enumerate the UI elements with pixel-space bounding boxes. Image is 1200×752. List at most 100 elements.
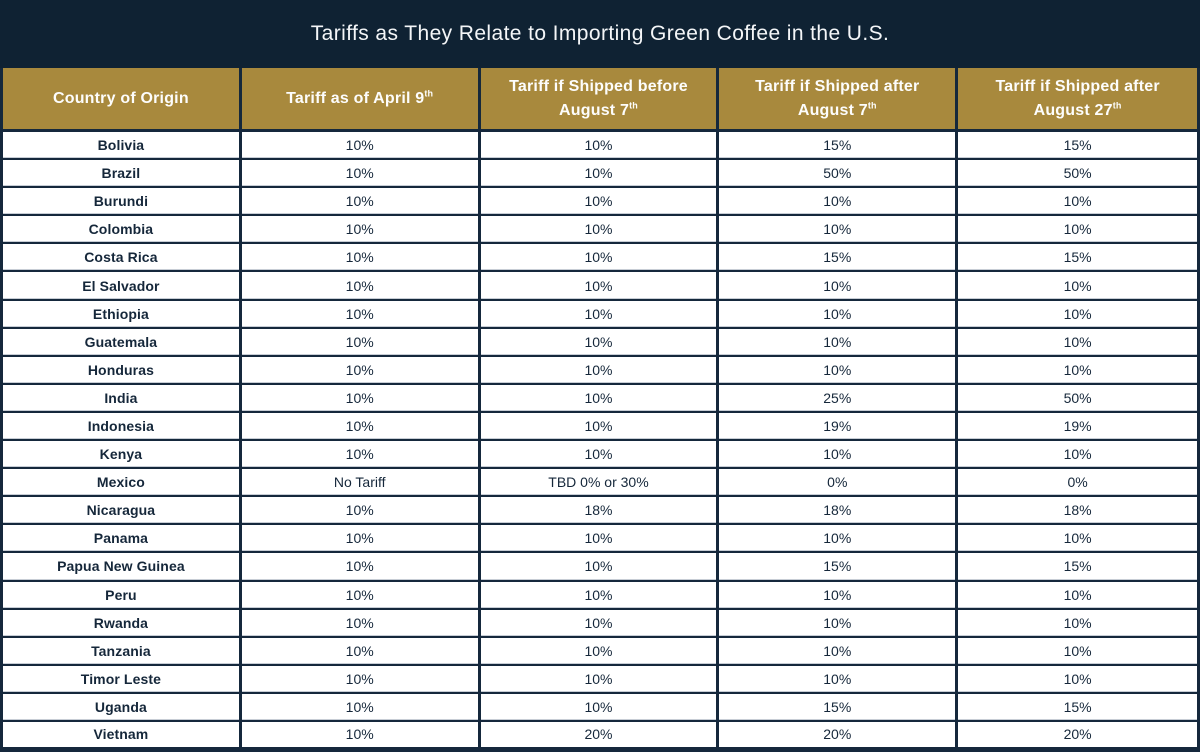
value-cell: 10% (719, 300, 959, 329)
table-row: Rwanda 10% 10% 10% 10% (3, 609, 1197, 638)
value-cell: 19% (719, 412, 959, 442)
country-cell: Timor Leste (3, 665, 242, 694)
value-cell: 10% (241, 384, 481, 413)
value-cell: 10% (958, 441, 1197, 470)
header-cell-4: Tariff if Shipped after August 27th (958, 68, 1197, 132)
value-cell: 10% (480, 609, 720, 638)
value-cell: 10% (241, 188, 481, 217)
value-cell: 10% (480, 637, 720, 666)
value-cell: 10% (241, 693, 481, 722)
value-cell: 15% (958, 132, 1197, 161)
country-cell: Burundi (3, 188, 242, 217)
country-cell: Peru (3, 581, 242, 610)
value-cell: 10% (241, 412, 481, 442)
country-cell: Brazil (3, 160, 242, 189)
value-cell: 18% (719, 497, 959, 526)
value-cell: 15% (719, 693, 959, 722)
ordinal-suffix: th (629, 100, 638, 111)
value-cell: 10% (719, 581, 959, 610)
header-line: Tariff if Shipped after (755, 78, 920, 96)
value-cell: 0% (719, 469, 959, 498)
value-cell: 10% (241, 160, 481, 189)
country-cell: Honduras (3, 356, 242, 385)
value-cell: 10% (719, 328, 959, 357)
value-cell: 10% (241, 609, 481, 638)
value-cell: 10% (958, 356, 1197, 385)
country-cell: India (3, 384, 242, 413)
table-row: Vietnam 10% 20% 20% 20% (3, 721, 1197, 747)
table-row: Kenya 10% 10% 10% 10% (3, 441, 1197, 470)
value-cell: 10% (241, 441, 481, 470)
value-cell: 10% (241, 525, 481, 554)
tariff-table: Country of Origin Tariff as of April 9th T… (3, 68, 1197, 747)
table-row: Brazil 10% 10% 50% 50% (3, 160, 1197, 189)
value-cell: 10% (719, 637, 959, 666)
value-cell: 10% (241, 216, 481, 245)
value-cell: 15% (719, 132, 959, 161)
value-cell: 10% (958, 188, 1197, 217)
value-cell: 10% (241, 132, 481, 161)
value-cell: 10% (719, 665, 959, 694)
table-wrapper: Country of Origin Tariff as of April 9th T… (0, 68, 1200, 752)
value-cell: 19% (958, 412, 1197, 442)
table-row: Honduras 10% 10% 10% 10% (3, 356, 1197, 385)
table-row: India 10% 10% 25% 50% (3, 384, 1197, 413)
table-row: Ethiopia 10% 10% 10% 10% (3, 300, 1197, 329)
value-cell: 10% (241, 581, 481, 610)
table-row: Colombia 10% 10% 10% 10% (3, 216, 1197, 245)
country-cell: Uganda (3, 693, 242, 722)
ordinal-suffix: th (424, 88, 434, 99)
country-cell: Ethiopia (3, 300, 242, 329)
table-row: Nicaragua 10% 18% 18% 18% (3, 497, 1197, 526)
value-cell: 10% (241, 328, 481, 357)
value-cell: 10% (719, 609, 959, 638)
table-body: Bolivia 10% 10% 15% 15% Brazil 10% 10% 50% 50% Bur… (3, 132, 1197, 747)
value-cell: 10% (480, 384, 720, 413)
header-line: August 27th (1033, 100, 1122, 119)
table-row: El Salvador 10% 10% 10% 10% (3, 272, 1197, 301)
country-cell: Costa Rica (3, 244, 242, 273)
table-row: Guatemala 10% 10% 10% 10% (3, 328, 1197, 357)
value-cell: 10% (241, 637, 481, 666)
value-cell: 10% (958, 581, 1197, 610)
country-cell: Papua New Guinea (3, 553, 242, 582)
value-cell: 10% (241, 497, 481, 526)
value-cell: 10% (958, 272, 1197, 301)
table-row: Timor Leste 10% 10% 10% 10% (3, 665, 1197, 694)
header-line: August 7th (797, 100, 877, 119)
table-row: Mexico No Tariff TBD 0% or 30% 0% 0% (3, 469, 1197, 498)
table-row: Tanzania 10% 10% 10% 10% (3, 637, 1197, 666)
value-cell: 10% (480, 244, 720, 273)
value-cell: 10% (719, 216, 959, 245)
value-cell: 10% (480, 356, 720, 385)
value-cell: 10% (958, 609, 1197, 638)
country-cell: Rwanda (3, 609, 242, 638)
value-cell: 15% (719, 553, 959, 582)
value-cell: 15% (958, 244, 1197, 273)
table-row: Bolivia 10% 10% 15% 15% (3, 132, 1197, 161)
title-band: Tariffs as They Relate to Importing Gree… (0, 0, 1200, 68)
value-cell: 10% (719, 525, 959, 554)
value-cell: 25% (719, 384, 959, 413)
country-cell: Vietnam (3, 721, 242, 747)
table-row: Burundi 10% 10% 10% 10% (3, 188, 1197, 217)
table-head: Country of Origin Tariff as of April 9th T… (3, 68, 1197, 132)
value-cell: 10% (958, 216, 1197, 245)
value-cell: 15% (958, 553, 1197, 582)
country-cell: Colombia (3, 216, 242, 245)
table-row: Uganda 10% 10% 15% 15% (3, 693, 1197, 722)
value-cell: 10% (480, 188, 720, 217)
header-line: Tariff if Shipped after (995, 78, 1160, 96)
value-cell: 10% (241, 356, 481, 385)
value-cell: 50% (958, 160, 1197, 189)
ordinal-suffix: th (867, 100, 877, 111)
country-cell: Tanzania (3, 637, 242, 666)
value-cell: 10% (480, 581, 720, 610)
value-cell: 10% (480, 553, 720, 582)
ordinal-suffix: th (1112, 100, 1122, 111)
value-cell: 50% (958, 384, 1197, 413)
value-cell: 15% (958, 693, 1197, 722)
value-cell: 10% (241, 553, 481, 582)
country-cell: Nicaragua (3, 497, 242, 526)
value-cell: 10% (480, 300, 720, 329)
